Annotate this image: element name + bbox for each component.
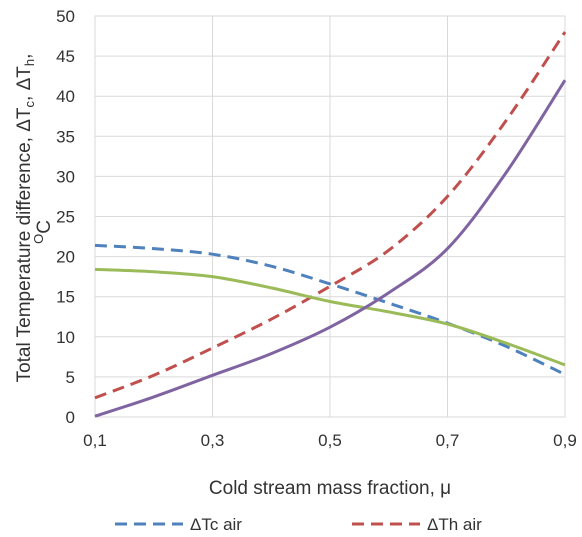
x-axis-title: Cold stream mass fraction, μ xyxy=(209,478,451,499)
y-tick-label: 0 xyxy=(66,408,75,427)
y-tick-label: 45 xyxy=(56,47,75,66)
y-axis-title-sub-c: c xyxy=(22,100,37,107)
legend-label: ΔTc air xyxy=(190,515,242,534)
y-axis-unit-sup: O xyxy=(31,234,46,244)
x-tick-label: 0,3 xyxy=(201,431,225,450)
y-axis-unit-main: C xyxy=(34,220,55,234)
x-tick-label: 0,5 xyxy=(318,431,342,450)
series-line-3 xyxy=(94,267,566,367)
x-tick-label: 0,1 xyxy=(83,431,107,450)
x-tick-label: 0,9 xyxy=(553,431,577,450)
y-tick-label: 35 xyxy=(56,127,75,146)
series-line-1 xyxy=(94,243,566,376)
y-tick-label: 50 xyxy=(56,7,75,26)
y-tick-label: 20 xyxy=(56,248,75,267)
y-tick-labels: 0 5 10 15 20 25 30 35 40 45 50 xyxy=(56,7,75,427)
y-tick-label: 25 xyxy=(56,208,75,227)
plot-area-border xyxy=(94,15,566,418)
series-line-4 xyxy=(94,79,567,418)
y-tick-label: 15 xyxy=(56,288,75,307)
y-tick-label: 5 xyxy=(66,368,75,387)
y-axis-title-sep: , ΔT xyxy=(14,66,35,101)
series-lines xyxy=(94,31,567,418)
series-line-2 xyxy=(94,31,567,400)
y-tick-label: 30 xyxy=(56,167,75,186)
gridlines xyxy=(94,15,566,418)
y-axis-title: Total Temperature difference, ΔTc, ΔTh, xyxy=(14,54,37,383)
legend: ΔTc air ΔTh air xyxy=(115,515,482,534)
y-axis-title-sub-h: h xyxy=(22,59,37,66)
x-tick-labels: 0,1 0,3 0,5 0,7 0,9 xyxy=(83,431,577,450)
y-tick-label: 40 xyxy=(56,87,75,106)
y-tick-label: 10 xyxy=(56,328,75,347)
y-axis-title-end: , xyxy=(14,54,35,59)
y-axis-title-main: Total Temperature difference, ΔT xyxy=(14,107,35,382)
legend-label: ΔTh air xyxy=(427,515,482,534)
y-axis-unit: OC xyxy=(31,220,55,244)
x-tick-label: 0,7 xyxy=(436,431,460,450)
